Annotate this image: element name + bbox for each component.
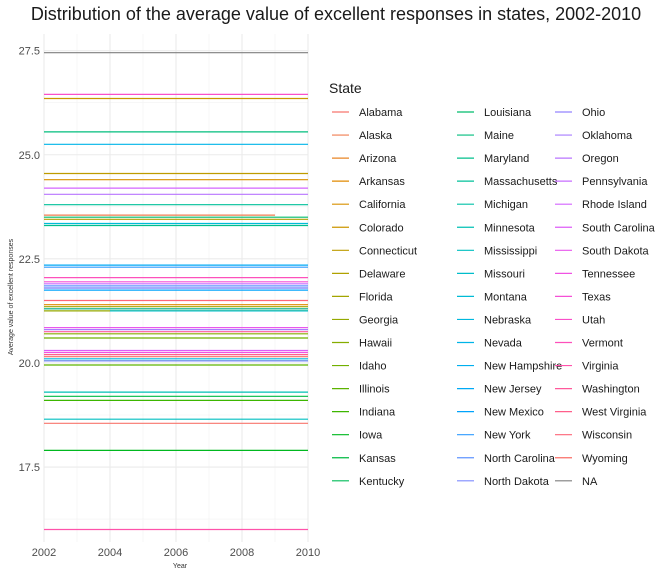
- legend-label: Vermont: [582, 338, 623, 350]
- y-tick-label: 22.5: [19, 254, 40, 266]
- legend-label: Virginia: [582, 361, 619, 373]
- legend-label: Hawaii: [359, 338, 392, 350]
- legend-label: New Mexico: [484, 407, 544, 419]
- legend-label: Connecticut: [359, 245, 417, 257]
- legend-label: Wisconsin: [582, 430, 632, 442]
- legend-label: South Dakota: [582, 245, 650, 257]
- legend-label: Mississippi: [484, 245, 537, 257]
- legend: State Alabama Alaska Arizona Arkansas Califo…: [329, 80, 656, 488]
- legend-label: Maryland: [484, 153, 529, 165]
- legend-label: Arkansas: [359, 176, 405, 188]
- y-tick-label: 20.0: [19, 358, 40, 370]
- legend-title: State: [329, 80, 362, 96]
- legend-label: Delaware: [359, 268, 405, 280]
- legend-label: NA: [582, 476, 598, 488]
- legend-label: New Jersey: [484, 384, 542, 396]
- legend-label: California: [359, 199, 406, 211]
- legend-label: Georgia: [359, 314, 399, 326]
- legend-label: Colorado: [359, 222, 404, 234]
- legend-label: Illinois: [359, 384, 390, 396]
- legend-label: Minnesota: [484, 222, 536, 234]
- legend-label: Nevada: [484, 338, 523, 350]
- legend-label: Utah: [582, 314, 605, 326]
- legend-label: Massachusetts: [484, 176, 558, 188]
- x-tick-label: 2008: [230, 547, 254, 559]
- legend-label: New York: [484, 430, 531, 442]
- legend-label: North Carolina: [484, 453, 556, 465]
- y-axis-title: Average value of excellent responses: [8, 238, 15, 355]
- chart-title: Distribution of the average value of exc…: [31, 4, 641, 24]
- legend-label: Kansas: [359, 453, 396, 465]
- legend-label: Kentucky: [359, 476, 405, 488]
- legend-label: Montana: [484, 291, 528, 303]
- x-tick-label: 2010: [296, 547, 320, 559]
- legend-label: West Virginia: [582, 407, 647, 419]
- legend-label: Oklahoma: [582, 130, 633, 142]
- legend-label: Ohio: [582, 107, 605, 119]
- legend-label: Arizona: [359, 153, 397, 165]
- legend-label: New Hampshire: [484, 361, 562, 373]
- y-tick-label: 25.0: [19, 150, 40, 162]
- legend-label: Alaska: [359, 130, 393, 142]
- x-tick-label: 2004: [98, 547, 122, 559]
- legend-label: Indiana: [359, 407, 396, 419]
- legend-label: North Dakota: [484, 476, 550, 488]
- legend-label: Alabama: [359, 107, 403, 119]
- series-lines: [44, 52, 308, 531]
- legend-label: Wyoming: [582, 453, 628, 465]
- legend-label: South Carolina: [582, 222, 656, 234]
- y-tick-label: 17.5: [19, 462, 40, 474]
- legend-label: Michigan: [484, 199, 528, 211]
- legend-label: Pennsylvania: [582, 176, 648, 188]
- legend-label: Maine: [484, 130, 514, 142]
- legend-label: Louisiana: [484, 107, 532, 119]
- x-axis-title: Year: [173, 563, 188, 570]
- y-tick-label: 27.5: [19, 46, 40, 58]
- legend-label: Iowa: [359, 430, 383, 442]
- legend-label: Texas: [582, 291, 611, 303]
- legend-label: Florida: [359, 291, 394, 303]
- x-tick-label: 2006: [164, 547, 188, 559]
- legend-label: Washington: [582, 384, 640, 396]
- legend-label: Oregon: [582, 153, 619, 165]
- axes: 2002 2004 2006 2008 2010 17.5 20.0 22.5 25.0 27.5: [19, 46, 321, 559]
- legend-label: Idaho: [359, 361, 387, 373]
- x-tick-label: 2002: [32, 547, 56, 559]
- legend-label: Rhode Island: [582, 199, 647, 211]
- legend-label: Nebraska: [484, 314, 532, 326]
- legend-label: Missouri: [484, 268, 525, 280]
- legend-label: Tennessee: [582, 268, 635, 280]
